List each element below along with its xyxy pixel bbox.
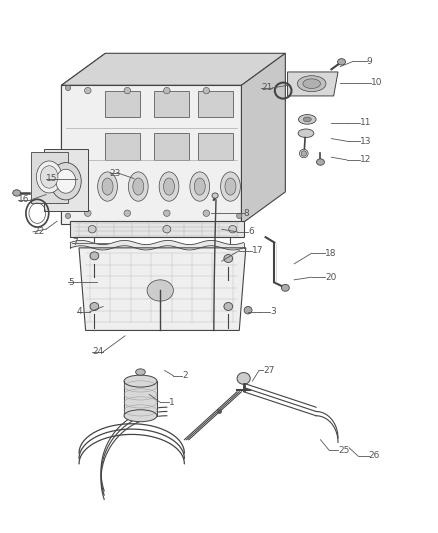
Polygon shape xyxy=(61,53,105,224)
Ellipse shape xyxy=(194,178,205,195)
Ellipse shape xyxy=(236,213,241,219)
Ellipse shape xyxy=(128,172,148,201)
Ellipse shape xyxy=(316,159,324,165)
Text: 18: 18 xyxy=(324,249,336,257)
Ellipse shape xyxy=(124,375,157,387)
Polygon shape xyxy=(105,133,140,160)
Ellipse shape xyxy=(202,210,209,216)
Ellipse shape xyxy=(90,252,99,260)
Ellipse shape xyxy=(88,225,96,233)
Ellipse shape xyxy=(212,193,218,198)
Text: 2: 2 xyxy=(182,372,187,380)
Text: 20: 20 xyxy=(324,273,336,281)
Polygon shape xyxy=(79,248,245,330)
Ellipse shape xyxy=(163,87,170,94)
Ellipse shape xyxy=(65,85,71,91)
Polygon shape xyxy=(197,91,232,117)
Ellipse shape xyxy=(124,87,131,94)
Polygon shape xyxy=(153,91,188,117)
Text: 16: 16 xyxy=(18,196,29,204)
Text: 17: 17 xyxy=(252,246,263,255)
Polygon shape xyxy=(31,152,68,203)
Text: 9: 9 xyxy=(366,57,371,66)
Text: 15: 15 xyxy=(46,174,57,183)
Ellipse shape xyxy=(300,151,306,156)
Ellipse shape xyxy=(297,76,325,92)
Ellipse shape xyxy=(224,178,236,195)
Ellipse shape xyxy=(223,302,232,310)
Ellipse shape xyxy=(237,373,250,384)
Polygon shape xyxy=(70,221,243,237)
Polygon shape xyxy=(61,85,241,224)
Text: 22: 22 xyxy=(33,228,44,236)
Ellipse shape xyxy=(65,213,71,219)
Ellipse shape xyxy=(163,210,170,216)
Ellipse shape xyxy=(84,87,91,94)
Text: 21: 21 xyxy=(261,84,272,92)
Text: 7: 7 xyxy=(72,238,78,247)
Ellipse shape xyxy=(56,169,76,193)
Ellipse shape xyxy=(163,178,174,195)
Ellipse shape xyxy=(228,225,236,233)
Polygon shape xyxy=(44,149,88,211)
Ellipse shape xyxy=(299,149,307,158)
Polygon shape xyxy=(105,91,140,117)
Text: 6: 6 xyxy=(247,228,253,236)
Ellipse shape xyxy=(337,59,345,65)
Ellipse shape xyxy=(159,172,179,201)
Text: 26: 26 xyxy=(368,451,379,460)
Polygon shape xyxy=(153,133,188,160)
Text: 11: 11 xyxy=(359,118,371,127)
Polygon shape xyxy=(241,53,285,224)
Ellipse shape xyxy=(220,172,240,201)
Text: 24: 24 xyxy=(92,348,103,356)
Text: 4: 4 xyxy=(77,308,82,316)
Ellipse shape xyxy=(97,172,117,201)
Polygon shape xyxy=(287,72,337,96)
Polygon shape xyxy=(61,53,285,85)
Text: 23: 23 xyxy=(110,169,121,177)
Text: 12: 12 xyxy=(359,156,371,164)
Text: 27: 27 xyxy=(263,366,274,375)
Text: 1: 1 xyxy=(169,398,174,407)
Text: 5: 5 xyxy=(68,278,74,287)
Text: 3: 3 xyxy=(269,308,275,316)
Ellipse shape xyxy=(298,115,315,124)
Ellipse shape xyxy=(297,129,313,138)
Ellipse shape xyxy=(135,369,145,375)
Polygon shape xyxy=(197,133,232,160)
Ellipse shape xyxy=(124,210,131,216)
Text: 13: 13 xyxy=(359,137,371,146)
Ellipse shape xyxy=(102,178,113,195)
Ellipse shape xyxy=(302,79,320,88)
Ellipse shape xyxy=(189,172,209,201)
Ellipse shape xyxy=(244,306,251,314)
Ellipse shape xyxy=(36,161,62,193)
Text: 10: 10 xyxy=(370,78,381,87)
Text: 25: 25 xyxy=(337,446,349,455)
Ellipse shape xyxy=(124,410,157,422)
Ellipse shape xyxy=(40,166,58,188)
Ellipse shape xyxy=(13,190,21,196)
Ellipse shape xyxy=(162,225,170,233)
Ellipse shape xyxy=(223,255,232,263)
Ellipse shape xyxy=(84,210,91,216)
Ellipse shape xyxy=(90,302,99,310)
Ellipse shape xyxy=(147,280,173,301)
Ellipse shape xyxy=(132,178,144,195)
Ellipse shape xyxy=(281,285,289,291)
Ellipse shape xyxy=(202,87,209,94)
Ellipse shape xyxy=(50,163,81,200)
Ellipse shape xyxy=(303,117,311,122)
Text: 8: 8 xyxy=(243,209,249,217)
